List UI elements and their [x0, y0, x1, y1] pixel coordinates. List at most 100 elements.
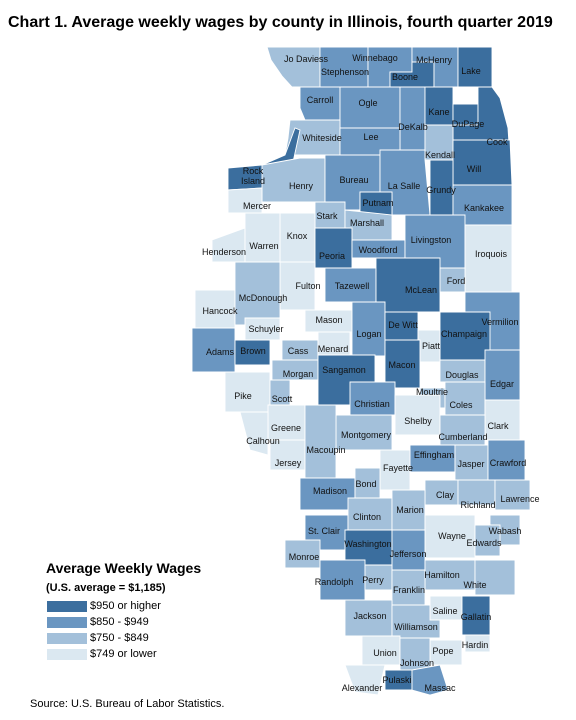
- county-lawrence: [494, 479, 531, 511]
- county-label-la-salle: La Salle: [388, 181, 421, 191]
- county-label-cass: Cass: [288, 346, 309, 356]
- county-label-menard: Menard: [318, 344, 349, 354]
- county-label-hardin: Hardin: [462, 640, 489, 650]
- county-label-union: Union: [373, 648, 397, 658]
- county-label-greene: Greene: [271, 423, 301, 433]
- county-label-edgar: Edgar: [490, 379, 514, 389]
- county-williamson: [391, 604, 441, 639]
- county-label-johnson: Johnson: [400, 658, 434, 668]
- county-warren: [244, 212, 281, 263]
- county-label-christian: Christian: [354, 399, 390, 409]
- legend-item: $950 or higher: [46, 598, 201, 614]
- county-label-scott: Scott: [272, 394, 293, 404]
- county-peoria: [314, 227, 353, 269]
- county-label-jefferson: Jefferson: [390, 549, 427, 559]
- county-label-mercer: Mercer: [243, 201, 271, 211]
- county-label-crawford: Crawford: [490, 458, 527, 468]
- county-label-morgan: Morgan: [283, 369, 314, 379]
- county-label-iroquois: Iroquois: [475, 249, 508, 259]
- county-label-ford: Ford: [447, 276, 466, 286]
- county-label-winnebago: Winnebago: [352, 53, 398, 63]
- county-label-ogle: Ogle: [358, 98, 377, 108]
- county-label-clay: Clay: [436, 490, 455, 500]
- county-label-franklin: Franklin: [393, 585, 425, 595]
- county-label-champaign: Champaign: [441, 329, 487, 339]
- county-label-perry: Perry: [362, 575, 384, 585]
- legend-label: $950 or higher: [90, 600, 161, 612]
- county-label-jersey: Jersey: [275, 458, 302, 468]
- county-edwards: [474, 524, 501, 557]
- county-label-logan: Logan: [356, 329, 381, 339]
- legend-item: $850 - $949: [46, 614, 201, 630]
- county-label-pope: Pope: [432, 646, 453, 656]
- legend-swatch: [46, 599, 88, 613]
- county-label-whiteside: Whiteside: [302, 133, 342, 143]
- county-label-schuyler: Schuyler: [248, 324, 283, 334]
- county-label-warren: Warren: [249, 241, 278, 251]
- county-label-edwards: Edwards: [466, 538, 502, 548]
- county-clark: [484, 399, 521, 441]
- county-label-stark: Stark: [316, 211, 338, 221]
- county-label-douglas: Douglas: [445, 370, 479, 380]
- county-label-richland: Richland: [460, 500, 495, 510]
- county-kane: [424, 86, 454, 126]
- county-coles: [444, 381, 486, 416]
- county-label-madison: Madison: [313, 486, 347, 496]
- county-label-white: White: [463, 580, 486, 590]
- county-label-saline: Saline: [432, 606, 457, 616]
- county-label-fulton: Fulton: [295, 281, 320, 291]
- county-label-cumberland: Cumberland: [438, 432, 487, 442]
- county-whiteside: [284, 119, 341, 156]
- county-label-pike: Pike: [234, 391, 252, 401]
- county-henry: [261, 157, 326, 203]
- legend-label: $749 or lower: [90, 648, 157, 660]
- county-label-washington: Washington: [344, 539, 391, 549]
- county-label-calhoun: Calhoun: [246, 436, 280, 446]
- county-label-hancock: Hancock: [202, 306, 238, 316]
- county-label-hamilton: Hamilton: [424, 570, 460, 580]
- legend-swatch: [46, 615, 88, 629]
- county-alexander: [344, 664, 386, 696]
- county-label-bond: Bond: [355, 479, 376, 489]
- county-label-henry: Henry: [289, 181, 314, 191]
- county-label-de-witt: De Witt: [388, 320, 418, 330]
- chart-title: Chart 1. Average weekly wages by county …: [8, 14, 553, 31]
- county-label-putnam: Putnam: [362, 198, 393, 208]
- legend-label: $750 - $849: [90, 632, 149, 644]
- county-label-peoria: Peoria: [319, 251, 345, 261]
- legend-swatch: [46, 647, 88, 661]
- county-label-pulaski: Pulaski: [382, 675, 411, 685]
- legend-label: $850 - $949: [90, 616, 149, 628]
- county-label-woodford: Woodford: [359, 245, 398, 255]
- county-label-mclean: McLean: [405, 285, 437, 295]
- county-label-rock-island: Island: [241, 176, 265, 186]
- county-label-livingston: Livingston: [411, 235, 452, 245]
- county-label-tazewell: Tazewell: [335, 281, 370, 291]
- county-label-lake: Lake: [461, 66, 481, 76]
- county-massac: [411, 664, 449, 696]
- county-label-will: Will: [467, 164, 482, 174]
- county-shelby: [394, 394, 441, 436]
- county-label-monroe: Monroe: [289, 552, 320, 562]
- county-edgar: [484, 349, 521, 401]
- legend-item: $749 or lower: [46, 646, 201, 662]
- county-label-bureau: Bureau: [339, 175, 368, 185]
- county-label-lawrence: Lawrence: [500, 494, 539, 504]
- county-label-fayette: Fayette: [383, 463, 413, 473]
- county-label-coles: Coles: [449, 400, 473, 410]
- county-label-clinton: Clinton: [353, 512, 381, 522]
- county-label-dupage: DuPage: [452, 119, 485, 129]
- county-label-jo-daviess: Jo Daviess: [284, 54, 329, 64]
- county-label-moultrie: Moultrie: [416, 387, 448, 397]
- county-schuyler: [244, 317, 281, 341]
- legend-title: Average Weekly Wages: [46, 560, 202, 576]
- source-note: Source: U.S. Bureau of Labor Statistics.: [30, 698, 225, 710]
- county-label-randolph: Randolph: [315, 577, 354, 587]
- county-label-mchenry: McHenry: [416, 55, 453, 65]
- county-label-jasper: Jasper: [457, 459, 484, 469]
- county-label-knox: Knox: [287, 231, 308, 241]
- county-label-mason: Mason: [315, 315, 342, 325]
- county-label-montgomery: Montgomery: [341, 430, 392, 440]
- county-dekalb: [399, 86, 426, 151]
